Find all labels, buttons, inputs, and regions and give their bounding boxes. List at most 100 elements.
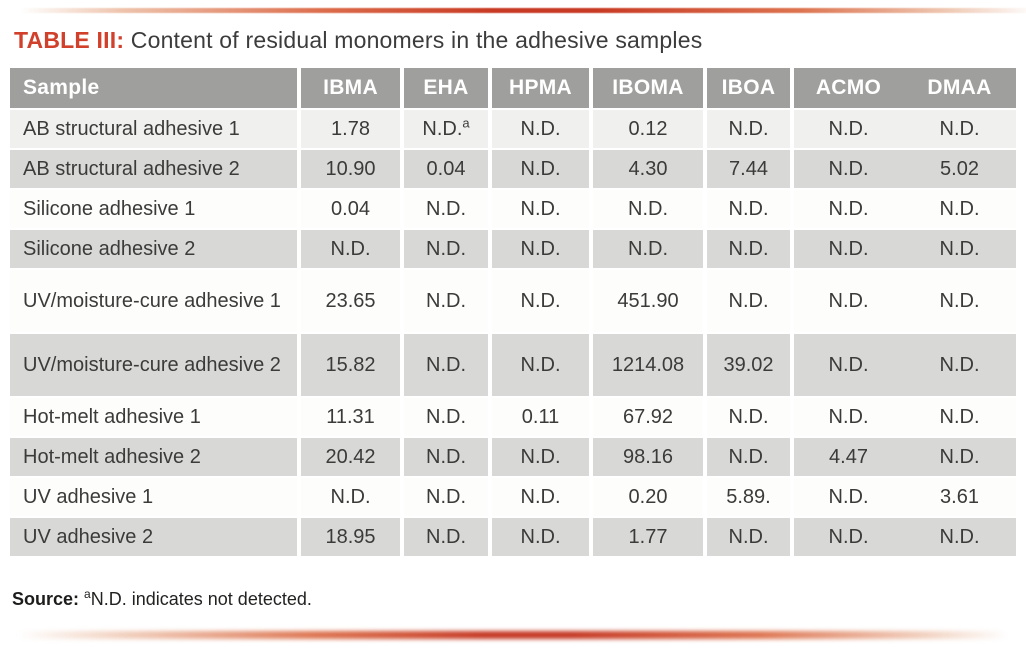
value-cell-eha: N.D.	[400, 396, 488, 436]
value-cell-dmaa: N.D.	[903, 516, 1016, 556]
value-cell-acmo: 4.47	[790, 436, 903, 476]
value-cell-dmaa: N.D.	[903, 188, 1016, 228]
value-cell-iboma: 4.30	[589, 148, 703, 188]
value-cell-hpma: N.D.	[488, 332, 589, 396]
value-cell-eha: N.D.a	[400, 108, 488, 148]
source-label: Source:	[12, 589, 80, 609]
table-row: Hot-melt adhesive 1 11.31 N.D. 0.11 67.92 N.D…	[10, 396, 1016, 436]
value-cell-iboa: N.D.	[703, 228, 790, 268]
column-header-sample: Sample	[10, 68, 297, 108]
value-cell-eha: N.D.	[400, 516, 488, 556]
sample-name-cell: AB structural adhesive 2	[10, 148, 297, 188]
value-cell-iboma: 67.92	[589, 396, 703, 436]
value-cell-iboma: 451.90	[589, 268, 703, 332]
value-cell-iboma: 1.77	[589, 516, 703, 556]
table-title: TABLE III: Content of residual monomers …	[14, 27, 702, 54]
table-title-label: TABLE III:	[14, 27, 125, 53]
value-cell-hpma: N.D.	[488, 148, 589, 188]
sample-name-cell: Hot-melt adhesive 1	[10, 396, 297, 436]
value-cell-eha: N.D.	[400, 268, 488, 332]
column-header-eha: EHA	[400, 68, 488, 108]
value-cell-hpma: N.D.	[488, 476, 589, 516]
table-row: UV/moisture-cure adhesive 1 23.65 N.D. N.D.…	[10, 268, 1016, 332]
value-cell-ibma: 10.90	[297, 148, 400, 188]
sample-name-cell: Silicone adhesive 2	[10, 228, 297, 268]
table-row: AB structural adhesive 2 10.90 0.04 N.D. 4.3…	[10, 148, 1016, 188]
value-cell-hpma: N.D.	[488, 188, 589, 228]
value-cell-acmo: N.D.	[790, 188, 903, 228]
value-cell-ibma: 20.42	[297, 436, 400, 476]
value-cell-iboa: N.D.	[703, 188, 790, 228]
column-header-hpma: HPMA	[488, 68, 589, 108]
value-cell-iboma: 1214.08	[589, 332, 703, 396]
value-cell-iboa: N.D.	[703, 108, 790, 148]
value-cell-eha: N.D.	[400, 188, 488, 228]
footnote-marker: a	[462, 114, 470, 130]
sample-name-cell: UV/moisture-cure adhesive 1	[10, 268, 297, 332]
value-cell-hpma: N.D.	[488, 228, 589, 268]
footnote-superscript: a	[84, 587, 91, 601]
table-row: UV/moisture-cure adhesive 2 15.82 N.D. N.D.…	[10, 332, 1016, 396]
value-cell-eha: N.D.	[400, 436, 488, 476]
value-cell-iboa: N.D.	[703, 396, 790, 436]
value-cell-hpma: N.D.	[488, 268, 589, 332]
value-cell-dmaa: N.D.	[903, 268, 1016, 332]
table-header-row: Sample IBMA EHA HPMA IBOMA IBOA ACMO DMAA	[10, 68, 1016, 108]
value-cell-ibma: 23.65	[297, 268, 400, 332]
sample-name-cell: UV adhesive 2	[10, 516, 297, 556]
header-row: Sample IBMA EHA HPMA IBOMA IBOA ACMO DMAA	[10, 68, 1016, 108]
sample-name-cell: AB structural adhesive 1	[10, 108, 297, 148]
value-cell-iboma: N.D.	[589, 188, 703, 228]
table-row: UV adhesive 2 18.95 N.D. N.D. 1.77 N.D. N.D. N.…	[10, 516, 1016, 556]
table-body: AB structural adhesive 1 1.78 N.D.a N.D. 0.1…	[10, 108, 1016, 556]
value-cell-iboma: 0.12	[589, 108, 703, 148]
sample-name-cell: Silicone adhesive 1	[10, 188, 297, 228]
value-cell-dmaa: N.D.	[903, 396, 1016, 436]
column-header-dmaa: DMAA	[903, 68, 1016, 108]
value-cell-acmo: N.D.	[790, 476, 903, 516]
value-cell-hpma: N.D.	[488, 108, 589, 148]
value-cell-acmo: N.D.	[790, 108, 903, 148]
value-cell-dmaa: N.D.	[903, 228, 1016, 268]
value-cell-dmaa: N.D.	[903, 436, 1016, 476]
value-cell-acmo: N.D.	[790, 332, 903, 396]
footnote-marker-and-text: aN.D. indicates not detected.	[84, 587, 312, 609]
value-cell-hpma: 0.11	[488, 396, 589, 436]
value-cell-iboa: N.D.	[703, 516, 790, 556]
value-cell-acmo: N.D.	[790, 268, 903, 332]
column-header-iboma: IBOMA	[589, 68, 703, 108]
sample-name-cell: Hot-melt adhesive 2	[10, 436, 297, 476]
source-footnote: Source: aN.D. indicates not detected.	[12, 587, 312, 610]
value-cell-iboma: N.D.	[589, 228, 703, 268]
value-cell-eha: 0.04	[400, 148, 488, 188]
value-cell-iboa: 5.89.	[703, 476, 790, 516]
value-cell-ibma: 18.95	[297, 516, 400, 556]
table-row: Silicone adhesive 1 0.04 N.D. N.D. N.D. N.D. N…	[10, 188, 1016, 228]
value-cell-hpma: N.D.	[488, 436, 589, 476]
column-header-iboa: IBOA	[703, 68, 790, 108]
value-cell-iboa: N.D.	[703, 436, 790, 476]
top-accent-bar	[0, 8, 1026, 13]
value-cell-iboma: 98.16	[589, 436, 703, 476]
table-row: UV adhesive 1 N.D. N.D. N.D. 0.20 5.89. N.D. 3.…	[10, 476, 1016, 516]
value-cell-ibma: 15.82	[297, 332, 400, 396]
value-cell-ibma: 11.31	[297, 396, 400, 436]
table-row: AB structural adhesive 1 1.78 N.D.a N.D. 0.1…	[10, 108, 1016, 148]
value-cell-dmaa: 5.02	[903, 148, 1016, 188]
value-cell-hpma: N.D.	[488, 516, 589, 556]
value-cell-iboa: 7.44	[703, 148, 790, 188]
value-cell-ibma: N.D.	[297, 228, 400, 268]
footnote-text: N.D. indicates not detected.	[90, 589, 312, 609]
sample-name-cell: UV adhesive 1	[10, 476, 297, 516]
value-cell-acmo: N.D.	[790, 516, 903, 556]
value-cell-ibma: N.D.	[297, 476, 400, 516]
residual-monomer-table: Sample IBMA EHA HPMA IBOMA IBOA ACMO DMAA AB st…	[10, 68, 1016, 556]
column-header-ibma: IBMA	[297, 68, 400, 108]
value-cell-eha: N.D.	[400, 228, 488, 268]
value-cell-dmaa: N.D.	[903, 332, 1016, 396]
value-cell-acmo: N.D.	[790, 228, 903, 268]
value-cell-eha: N.D.	[400, 476, 488, 516]
column-header-acmo: ACMO	[790, 68, 903, 108]
bottom-accent-bar	[18, 631, 1008, 639]
